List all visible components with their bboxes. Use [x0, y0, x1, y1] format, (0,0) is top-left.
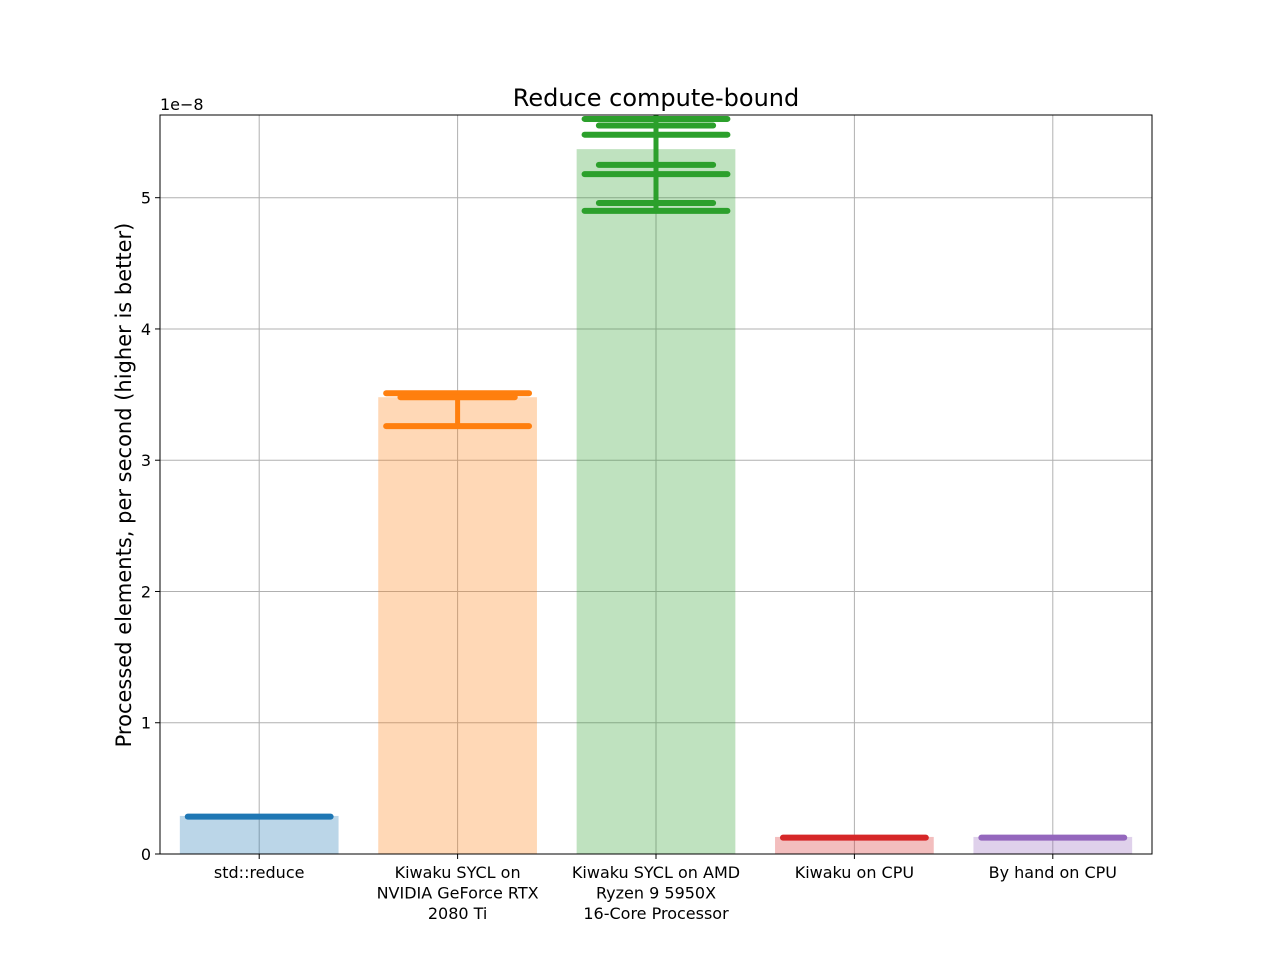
x-tick-label-line: Kiwaku on CPU [795, 863, 914, 882]
x-tick-label: Kiwaku on CPU [795, 863, 914, 882]
x-tick-label: std::reduce [214, 863, 305, 882]
x-tick-label-line: 2080 Ti [428, 904, 488, 923]
x-tick-label-line: Ryzen 9 5950X [596, 884, 716, 903]
y-tick-label: 0 [141, 845, 151, 864]
y-axis-label: Processed elements, per second (higher i… [112, 223, 136, 748]
chart-title: Reduce compute-bound [513, 84, 800, 112]
x-tick-label-line: 16-Core Processor [583, 904, 729, 923]
x-tick-label: Kiwaku SYCL on AMD Ryzen 9 5950X 16-Core P… [572, 863, 740, 923]
y-tick-label: 3 [141, 451, 151, 470]
x-tick-label: Kiwaku SYCL on NVIDIA GeForce RTX 2080 Ti [377, 863, 539, 923]
x-tick-label-line: NVIDIA GeForce RTX [377, 884, 539, 903]
bar [179, 815, 339, 854]
y-tick-label: 4 [141, 320, 151, 339]
x-tick-label-line: Kiwaku SYCL on [395, 863, 521, 882]
x-tick-label-line: Kiwaku SYCL on AMD [572, 863, 740, 882]
bar [775, 836, 934, 854]
y-tick-label: 5 [141, 189, 151, 208]
x-tick-label-line: By hand on CPU [989, 863, 1117, 882]
bars [179, 149, 1133, 855]
y-tick-label: 2 [141, 582, 151, 601]
grid [160, 115, 1152, 855]
y-offset-label: 1e−8 [160, 95, 204, 114]
x-tick-label-line: std::reduce [214, 863, 305, 882]
bar [576, 149, 736, 855]
violins [184, 115, 1128, 841]
bar [378, 397, 537, 854]
x-tick-label: By hand on CPU [989, 863, 1117, 882]
bar [973, 836, 1133, 854]
y-tick-label: 1 [141, 714, 151, 733]
